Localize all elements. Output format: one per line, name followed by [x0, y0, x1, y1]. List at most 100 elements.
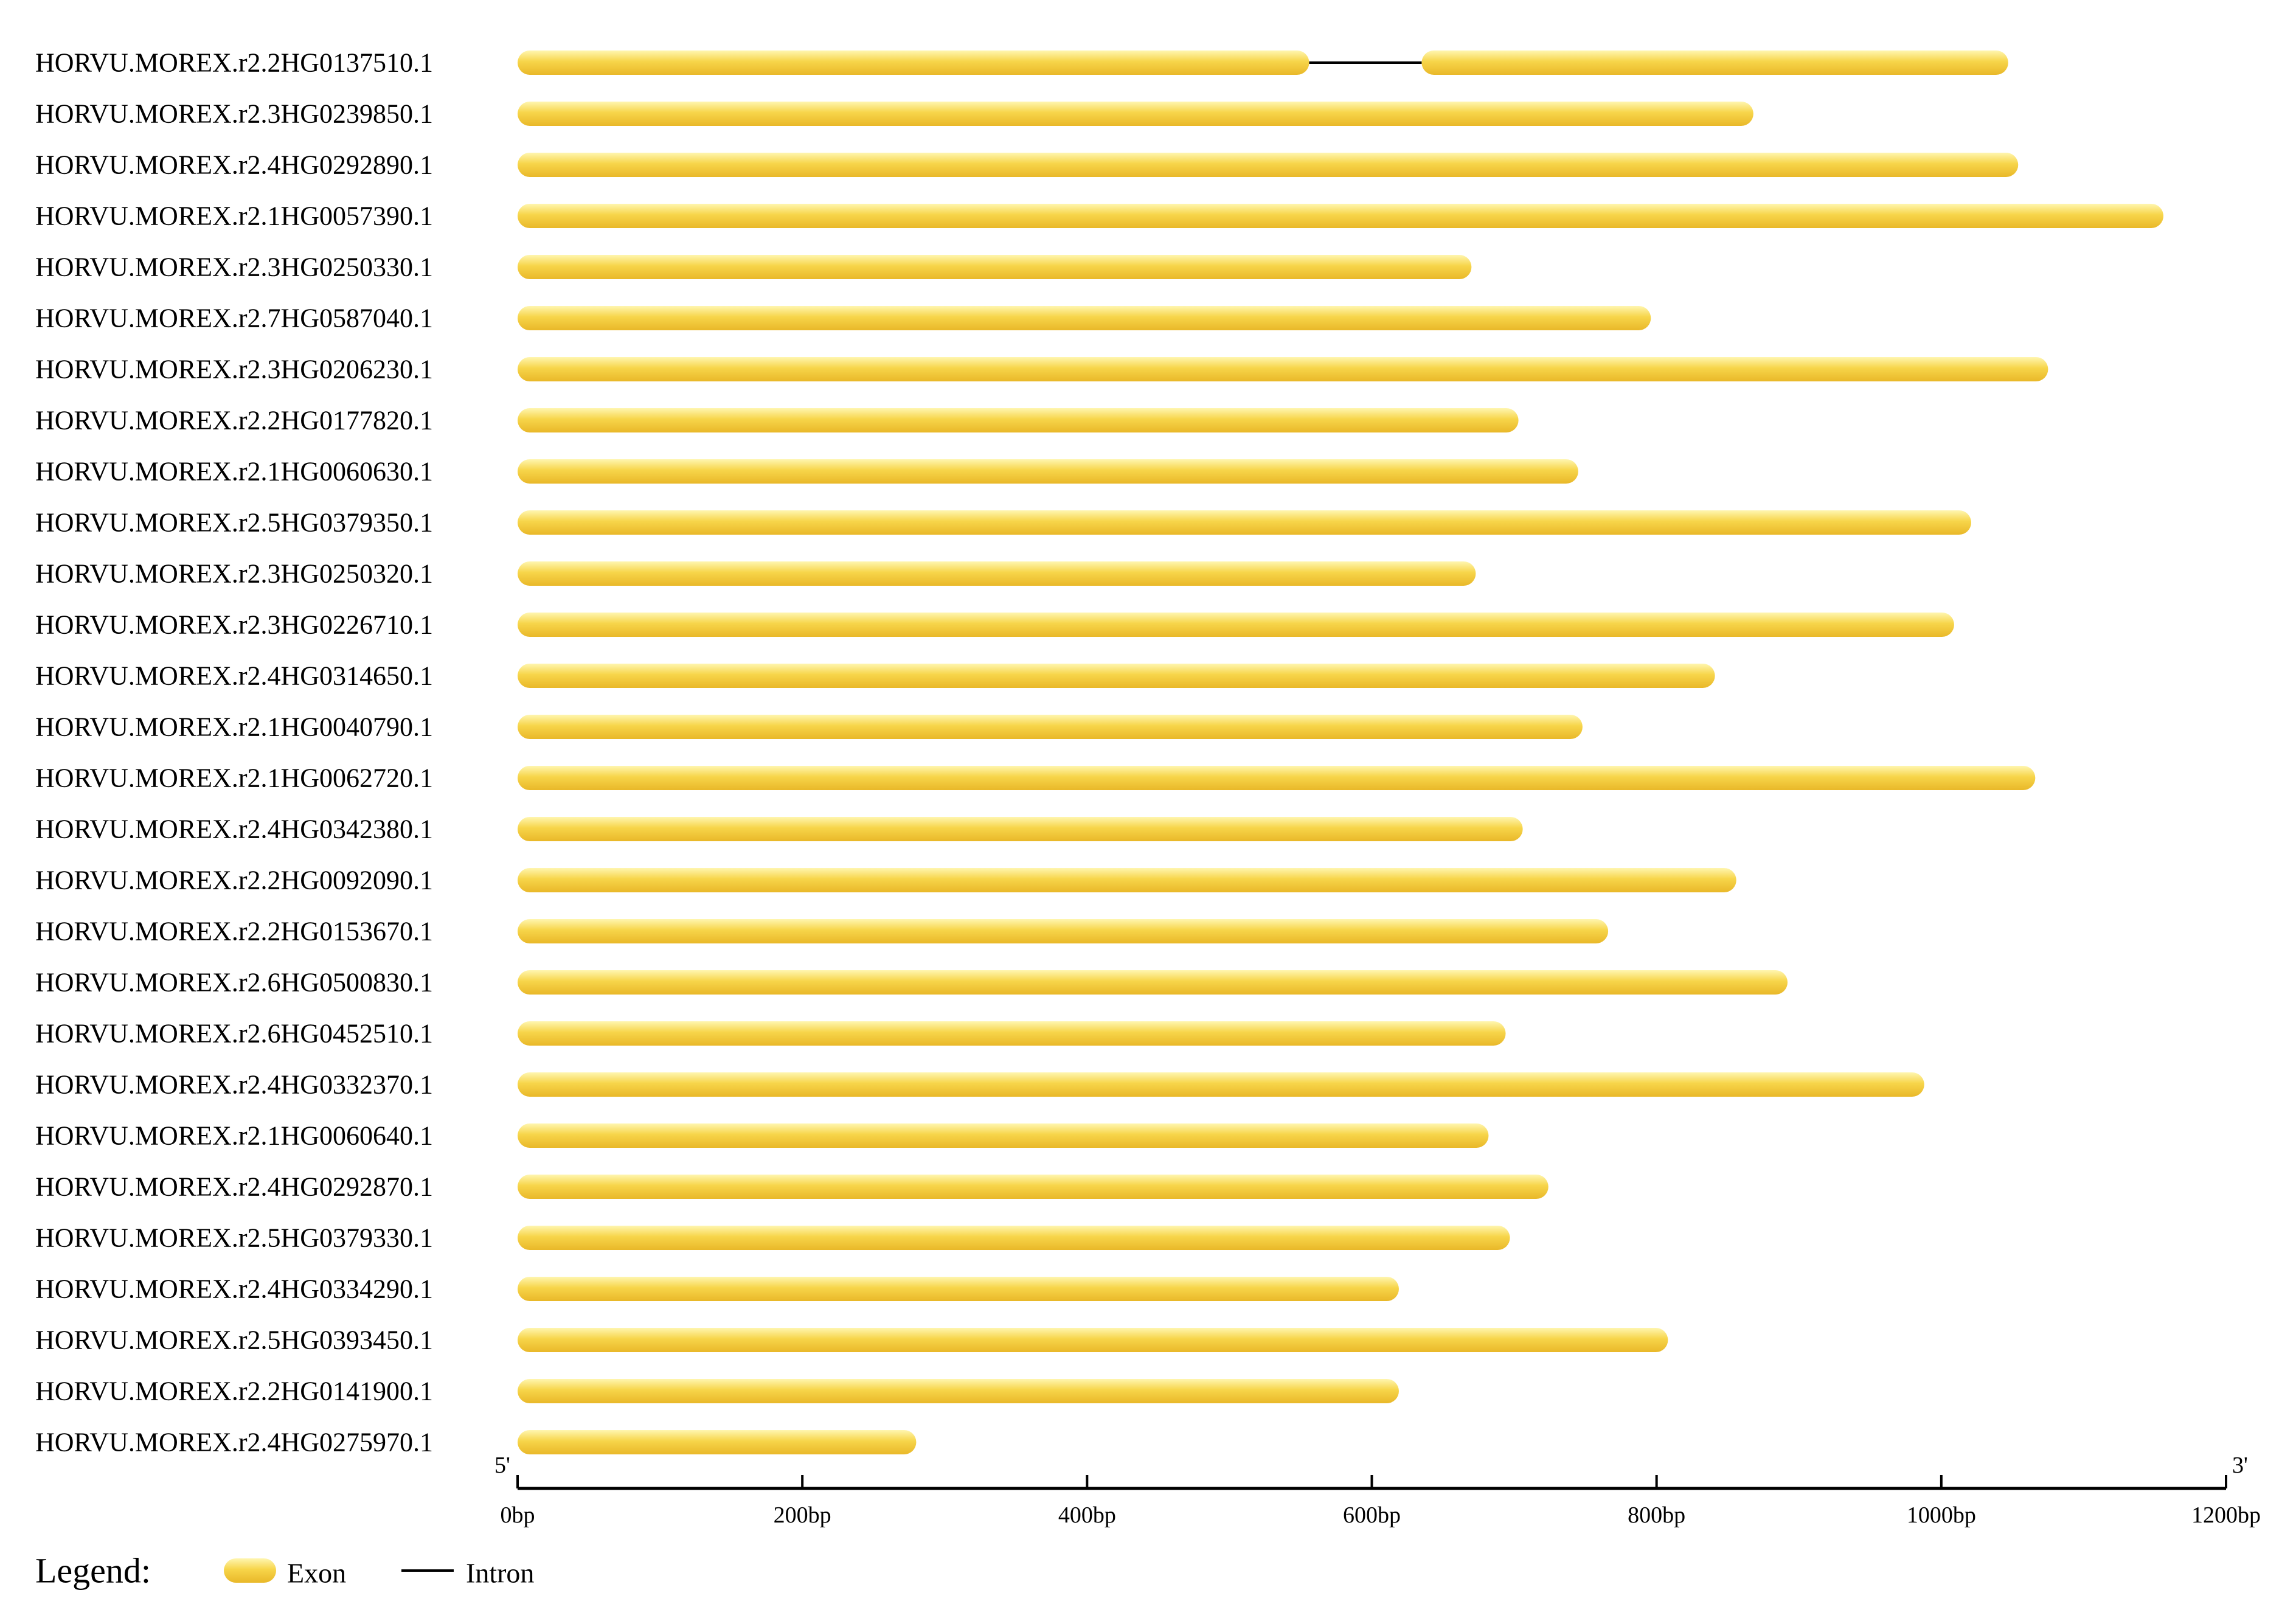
gene-label: HORVU.MOREX.r2.3HG0239850.1: [35, 99, 433, 129]
gene-row: HORVU.MOREX.r2.5HG0379350.1: [35, 508, 1971, 538]
gene-row: HORVU.MOREX.r2.3HG0206230.1: [35, 355, 2048, 384]
gene-label: HORVU.MOREX.r2.2HG0153670.1: [35, 917, 433, 946]
gene-row: HORVU.MOREX.r2.2HG0177820.1: [35, 406, 1519, 436]
gene-row: HORVU.MOREX.r2.4HG0292870.1: [35, 1172, 1549, 1202]
legend: Legend: Exon Intron: [35, 1551, 534, 1591]
legend-title: Legend:: [35, 1551, 151, 1591]
exon-bar: [518, 1277, 1399, 1301]
exon-bar: [518, 1072, 1924, 1097]
five-prime-label: 5': [494, 1453, 510, 1478]
gene-label: HORVU.MOREX.r2.1HG0057390.1: [35, 201, 433, 231]
gene-label: HORVU.MOREX.r2.1HG0060640.1: [35, 1121, 433, 1151]
exon-bar: [518, 1123, 1489, 1148]
gene-row: HORVU.MOREX.r2.4HG0342380.1: [35, 814, 1523, 844]
exon-bar: [518, 1430, 917, 1454]
axis-tick-label: 200bp: [774, 1502, 831, 1528]
exon-bar: [518, 306, 1651, 330]
exon-bar: [518, 255, 1472, 279]
gene-label: HORVU.MOREX.r2.4HG0292890.1: [35, 150, 433, 180]
gene-label: HORVU.MOREX.r2.5HG0379350.1: [35, 508, 433, 538]
gene-label: HORVU.MOREX.r2.3HG0250320.1: [35, 559, 433, 589]
gene-row: HORVU.MOREX.r2.4HG0292890.1: [35, 150, 2019, 180]
gene-label: HORVU.MOREX.r2.4HG0275970.1: [35, 1428, 433, 1457]
legend-intron-label: Intron: [466, 1558, 534, 1589]
gene-label: HORVU.MOREX.r2.6HG0500830.1: [35, 968, 433, 998]
gene-label: HORVU.MOREX.r2.6HG0452510.1: [35, 1019, 433, 1049]
gene-label: HORVU.MOREX.r2.2HG0177820.1: [35, 406, 433, 436]
three-prime-label: 3': [2232, 1453, 2248, 1478]
x-axis: 0bp 200bp 400bp 600bp 800bp 1000bp 1200bp 5' 3': [494, 1453, 2261, 1528]
axis-tick-label: 400bp: [1058, 1502, 1116, 1528]
exon-bar: [518, 1175, 1549, 1199]
gene-label: HORVU.MOREX.r2.3HG0226710.1: [35, 610, 433, 640]
legend-exon-swatch: [224, 1558, 276, 1583]
gene-row: HORVU.MOREX.r2.1HG0060630.1: [35, 457, 1578, 487]
exon-bar: [518, 408, 1519, 432]
exon-bar: [518, 970, 1788, 995]
gene-row: HORVU.MOREX.r2.4HG0332370.1: [35, 1070, 1924, 1100]
exon-bar: [518, 561, 1476, 586]
gene-label: HORVU.MOREX.r2.4HG0334290.1: [35, 1274, 433, 1304]
gene-row: HORVU.MOREX.r2.1HG0040790.1: [35, 712, 1583, 742]
exon-bar: [518, 510, 1971, 535]
exon-bar: [518, 1328, 1668, 1352]
exon-bar: [518, 919, 1609, 943]
gene-label: HORVU.MOREX.r2.5HG0379330.1: [35, 1223, 433, 1253]
gene-label: HORVU.MOREX.r2.7HG0587040.1: [35, 304, 433, 333]
gene-row: HORVU.MOREX.r2.2HG0153670.1: [35, 917, 1609, 946]
exon-bar: [518, 715, 1583, 739]
gene-row: HORVU.MOREX.r2.1HG0057390.1: [35, 201, 2164, 231]
gene-label: HORVU.MOREX.r2.2HG0141900.1: [35, 1377, 433, 1406]
gene-row: HORVU.MOREX.r2.3HG0250330.1: [35, 252, 1472, 282]
gene-label: HORVU.MOREX.r2.4HG0314650.1: [35, 661, 433, 691]
exon-bar: [518, 204, 2164, 228]
gene-label: HORVU.MOREX.r2.3HG0206230.1: [35, 355, 433, 384]
gene-row: HORVU.MOREX.r2.6HG0452510.1: [35, 1019, 1506, 1049]
axis-tick-label: 1200bp: [2191, 1502, 2261, 1528]
gene-row: HORVU.MOREX.r2.5HG0379330.1: [35, 1223, 1510, 1253]
gene-label: HORVU.MOREX.r2.4HG0292870.1: [35, 1172, 433, 1202]
exon-bar: [518, 1021, 1506, 1046]
gene-label: HORVU.MOREX.r2.5HG0393450.1: [35, 1325, 433, 1355]
gene-label: HORVU.MOREX.r2.4HG0332370.1: [35, 1070, 433, 1100]
gene-rows: HORVU.MOREX.r2.2HG0137510.1 HORVU.MOREX.r…: [35, 48, 2164, 1457]
gene-label: HORVU.MOREX.r2.1HG0040790.1: [35, 712, 433, 742]
exon-bar: [518, 153, 2019, 177]
exon-bar: [518, 1379, 1399, 1403]
exon-bar: [518, 868, 1736, 892]
legend-exon-label: Exon: [287, 1558, 346, 1589]
gene-row: HORVU.MOREX.r2.3HG0239850.1: [35, 99, 1753, 129]
axis-tick-label: 600bp: [1343, 1502, 1401, 1528]
gene-label: HORVU.MOREX.r2.2HG0137510.1: [35, 48, 433, 78]
exon-bar: [1421, 50, 2008, 75]
gene-row: HORVU.MOREX.r2.2HG0137510.1: [35, 48, 2008, 78]
gene-row: HORVU.MOREX.r2.5HG0393450.1: [35, 1325, 1668, 1355]
gene-row: HORVU.MOREX.r2.2HG0141900.1: [35, 1377, 1399, 1406]
axis-tick-label: 1000bp: [1907, 1502, 1976, 1528]
axis-tick-label: 0bp: [501, 1502, 535, 1528]
gene-row: HORVU.MOREX.r2.6HG0500830.1: [35, 968, 1788, 998]
axis-tick-label: 800bp: [1628, 1502, 1685, 1528]
exon-bar: [518, 459, 1578, 484]
exon-bar: [518, 817, 1523, 841]
gene-row: HORVU.MOREX.r2.4HG0275970.1: [35, 1428, 917, 1457]
exon-bar: [518, 613, 1954, 637]
gene-row: HORVU.MOREX.r2.2HG0092090.1: [35, 866, 1736, 895]
gene-label: HORVU.MOREX.r2.2HG0092090.1: [35, 866, 433, 895]
gene-row: HORVU.MOREX.r2.1HG0062720.1: [35, 763, 2036, 793]
gene-label: HORVU.MOREX.r2.1HG0060630.1: [35, 457, 433, 487]
exon-bar: [518, 766, 2036, 790]
gene-label: HORVU.MOREX.r2.3HG0250330.1: [35, 252, 433, 282]
gene-row: HORVU.MOREX.r2.3HG0250320.1: [35, 559, 1476, 589]
gene-label: HORVU.MOREX.r2.4HG0342380.1: [35, 814, 433, 844]
gene-row: HORVU.MOREX.r2.7HG0587040.1: [35, 304, 1651, 333]
gene-row: HORVU.MOREX.r2.4HG0334290.1: [35, 1274, 1399, 1304]
gene-label: HORVU.MOREX.r2.1HG0062720.1: [35, 763, 433, 793]
gene-row: HORVU.MOREX.r2.3HG0226710.1: [35, 610, 1954, 640]
gene-row: HORVU.MOREX.r2.1HG0060640.1: [35, 1121, 1489, 1151]
gene-row: HORVU.MOREX.r2.4HG0314650.1: [35, 661, 1715, 691]
exon-bar: [518, 50, 1309, 75]
exon-bar: [518, 664, 1715, 688]
exon-bar: [518, 102, 1753, 126]
